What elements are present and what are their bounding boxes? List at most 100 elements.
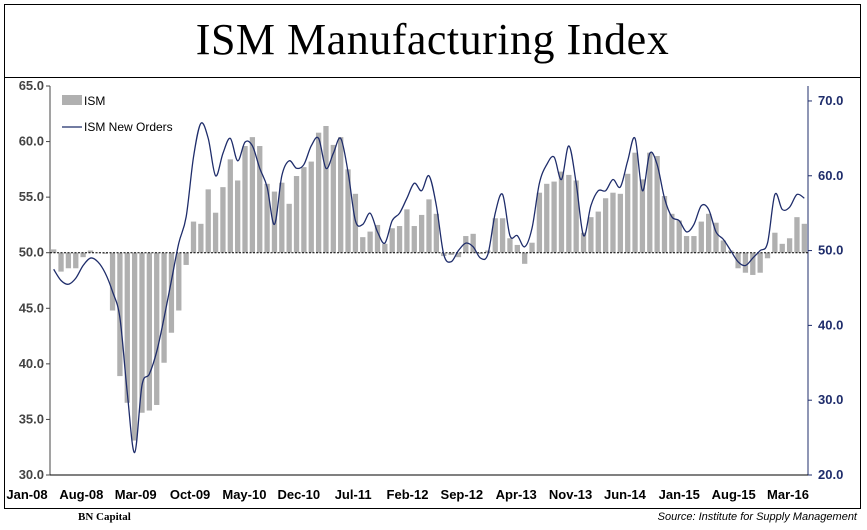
ism-bar [602, 198, 609, 253]
ism-bar [676, 220, 682, 253]
ism-bar [433, 213, 440, 253]
ism-bar [647, 152, 653, 253]
x-tick-label: Aug-08 [59, 487, 103, 502]
ism-bar [735, 252, 741, 269]
ism-bar [514, 244, 520, 253]
ism-bar [683, 236, 690, 253]
legend-new-orders-label: ISM New Orders [84, 120, 173, 134]
ism-bar [485, 250, 491, 253]
title-divider [4, 77, 861, 78]
ism-bar [720, 240, 727, 253]
ism-bar [242, 146, 248, 253]
ism-bar [264, 183, 270, 253]
ism-bar [551, 181, 557, 253]
ism-bar [73, 252, 79, 269]
ism-bar [544, 183, 550, 253]
footer-brand: BN Capital [78, 511, 131, 523]
ism-bar [51, 249, 57, 253]
ism-bar [323, 126, 329, 253]
x-tick-label: Dec-10 [277, 487, 320, 502]
right-tick-label: 40.0 [818, 317, 843, 332]
ism-bar [522, 252, 528, 264]
ism-bar [168, 252, 175, 333]
ism-bar [396, 226, 403, 253]
ism-bar [639, 179, 646, 253]
left-tick-label: 60.0 [19, 134, 44, 149]
left-tick-label: 30.0 [19, 467, 44, 482]
legend-ism-swatch [62, 95, 82, 105]
ism-bar [249, 137, 256, 253]
right-tick-label: 70.0 [818, 93, 843, 108]
chart-frame [4, 4, 861, 509]
ism-bar [95, 252, 101, 254]
ism-bar [286, 203, 292, 253]
ism-bar [65, 252, 72, 269]
legend: ISM ISM New Orders [62, 94, 173, 134]
ism-bar [794, 217, 800, 253]
ism-bars [51, 126, 807, 441]
ism-bar [558, 171, 565, 253]
ism-bar [404, 209, 410, 253]
ism-bar [205, 189, 211, 253]
right-tick-label: 60.0 [818, 168, 843, 183]
ism-bar [632, 152, 638, 253]
ism-bar [315, 132, 322, 253]
ism-bar [374, 224, 381, 253]
ism-bar [360, 237, 366, 253]
x-tick-label: Aug-15 [712, 487, 756, 502]
left-tick-label: 35.0 [19, 411, 44, 426]
ism-bar [176, 252, 182, 311]
ism-bar [713, 222, 719, 253]
ism-bar [764, 252, 771, 259]
ism-bar [470, 233, 476, 253]
x-tick-label: Oct-09 [170, 487, 210, 502]
new-orders-line [53, 122, 805, 454]
ism-bar [786, 238, 793, 253]
ism-bar [345, 169, 351, 253]
ism-bar [367, 231, 373, 253]
ism-bar [610, 192, 616, 253]
ism-bar [617, 193, 623, 253]
axis-ticks: 30.0 35.0 40.0 45.0 50.0 55.0 60.0 65.0 20.0 30.0… [6, 78, 843, 502]
ism-bar [529, 242, 535, 253]
ism-bar [492, 218, 498, 253]
ism-bar [109, 252, 116, 311]
ism-bar [750, 252, 756, 275]
ism-bar [706, 213, 712, 253]
ism-bar [426, 199, 432, 253]
ism-bar [757, 252, 763, 273]
ism-bar [463, 236, 469, 253]
ism-bar [190, 221, 197, 253]
ism-bar [477, 252, 484, 254]
ism-bar [588, 217, 594, 253]
ism-bar [271, 191, 278, 253]
x-tick-label: Apr-13 [496, 487, 537, 502]
ism-bar [338, 137, 344, 253]
ism-bar [352, 193, 359, 253]
ism-bar [801, 223, 807, 253]
ism-bar [308, 161, 314, 253]
ism-bar [146, 252, 152, 411]
ism-bar [418, 214, 425, 253]
x-tick-label: Jan-08 [6, 487, 47, 502]
ism-bar [507, 238, 513, 253]
ism-bar [411, 226, 417, 253]
right-tick-label: 50.0 [818, 243, 843, 258]
right-tick-label: 30.0 [818, 392, 843, 407]
ism-bar [566, 174, 572, 253]
ism-bar [772, 232, 778, 253]
x-tick-label: Mar-09 [115, 487, 157, 502]
x-tick-label: Jun-14 [604, 487, 647, 502]
left-tick-label: 50.0 [19, 245, 44, 260]
ism-bar [301, 167, 307, 253]
ism-bar [102, 252, 108, 254]
ism-chart: 30.0 35.0 40.0 45.0 50.0 55.0 60.0 65.0 20.0 30.0… [6, 78, 843, 502]
ism-bar [220, 187, 226, 253]
footer-source: Source: Institute for Supply Management [657, 511, 857, 523]
ism-bar [698, 221, 704, 253]
ism-bar [80, 252, 86, 258]
left-tick-label: 45.0 [19, 300, 44, 315]
ism-bar [198, 223, 204, 253]
ism-bar [87, 250, 94, 253]
ism-bar [279, 182, 285, 253]
